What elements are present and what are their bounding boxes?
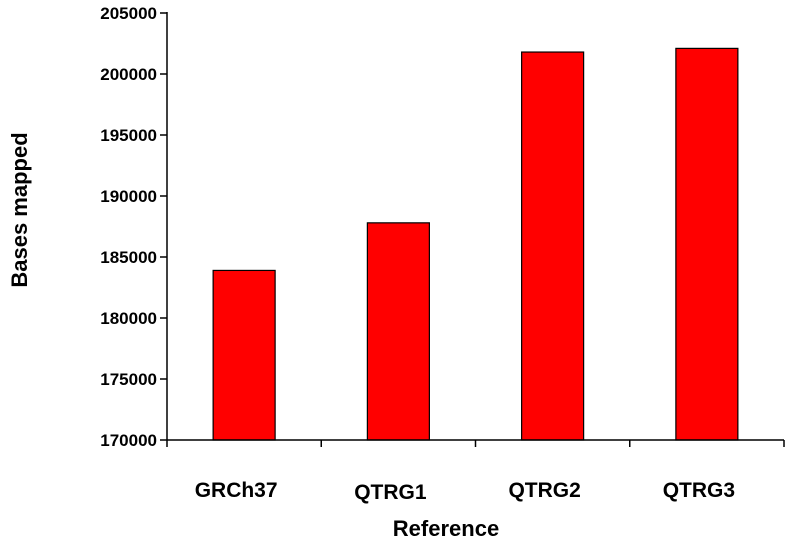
x-axis-title: Reference (393, 516, 499, 541)
bar-qtrg2 (521, 51, 585, 441)
x-tick-label: GRCh37 (195, 479, 278, 502)
y-tick-label: 175000 (100, 370, 157, 389)
x-tick-label: QTRG2 (508, 479, 580, 502)
x-tick-label: QTRG3 (663, 479, 735, 502)
y-tick-label: 200000 (100, 65, 157, 84)
y-tick-label: 185000 (100, 248, 157, 267)
bars-group (212, 47, 739, 441)
y-axis-title: Bases mapped (7, 132, 32, 287)
y-tick-label: 190000 (100, 187, 157, 206)
y-tick-label: 180000 (100, 309, 157, 328)
x-tick-label: QTRG1 (354, 481, 427, 504)
bar-qtrg1 (366, 222, 430, 441)
bar-grch37 (212, 269, 276, 441)
y-tick-label: 205000 (100, 4, 157, 23)
x-ticks-group: GRCh37 QTRG1 QTRG2 QTRG3 (166, 440, 785, 504)
y-tick-label: 195000 (100, 126, 157, 145)
bar-qtrg3 (675, 47, 739, 441)
y-tick-label: 170000 (100, 431, 157, 450)
y-ticks-group: 170000 175000 180000 185000 190000 195000 2000… (100, 4, 167, 450)
